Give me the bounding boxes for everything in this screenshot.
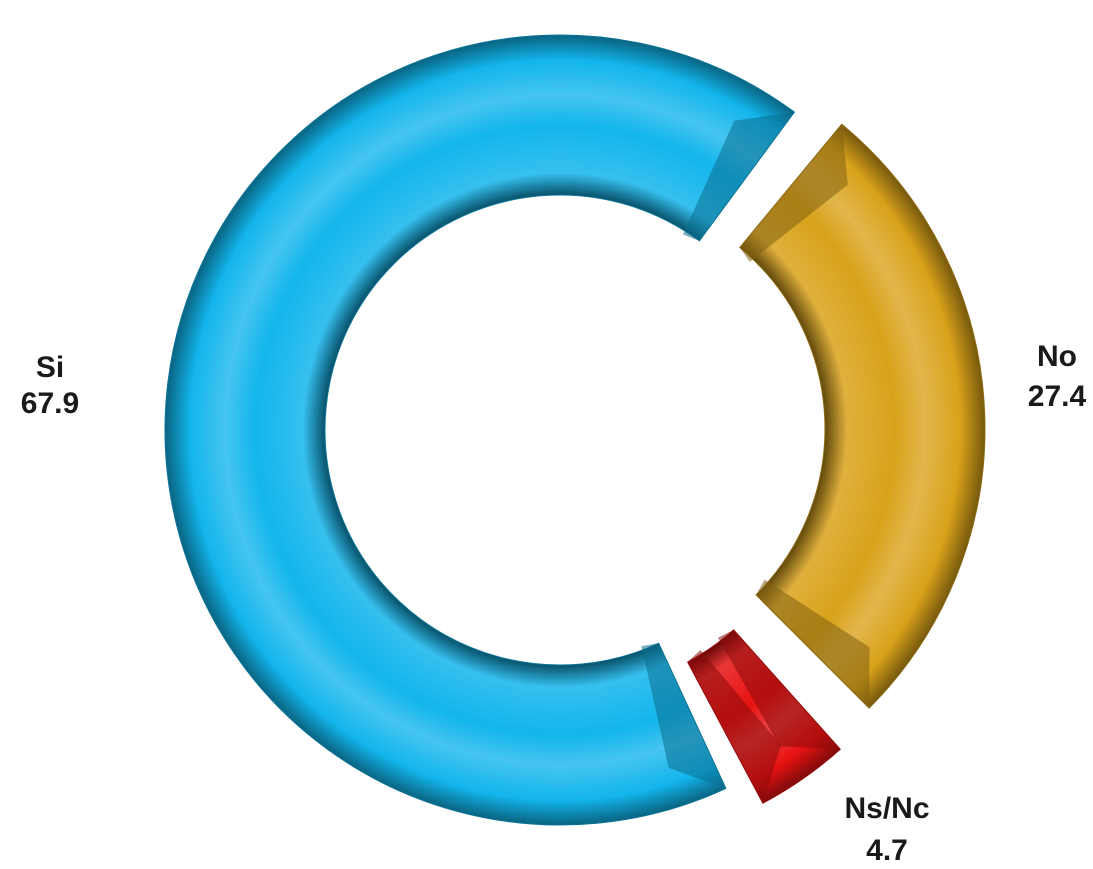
slice-bevel: [683, 112, 795, 241]
donut-slices: [164, 34, 986, 826]
label-value: 4.7: [866, 834, 908, 867]
slice-bevel: [641, 643, 726, 789]
label-value: 67.9: [21, 387, 79, 420]
slice-si: [164, 34, 796, 826]
slice-bevel: [687, 649, 781, 804]
label-name: Si: [36, 351, 64, 384]
slice-bevel: [717, 629, 841, 750]
label-name: No: [1037, 340, 1077, 373]
slice-bevel: [756, 579, 870, 709]
label-value: 27.4: [1028, 380, 1087, 413]
slice-no: [739, 123, 986, 709]
label-name: Ns/Nc: [844, 792, 929, 825]
slice-bevel: [739, 124, 848, 262]
